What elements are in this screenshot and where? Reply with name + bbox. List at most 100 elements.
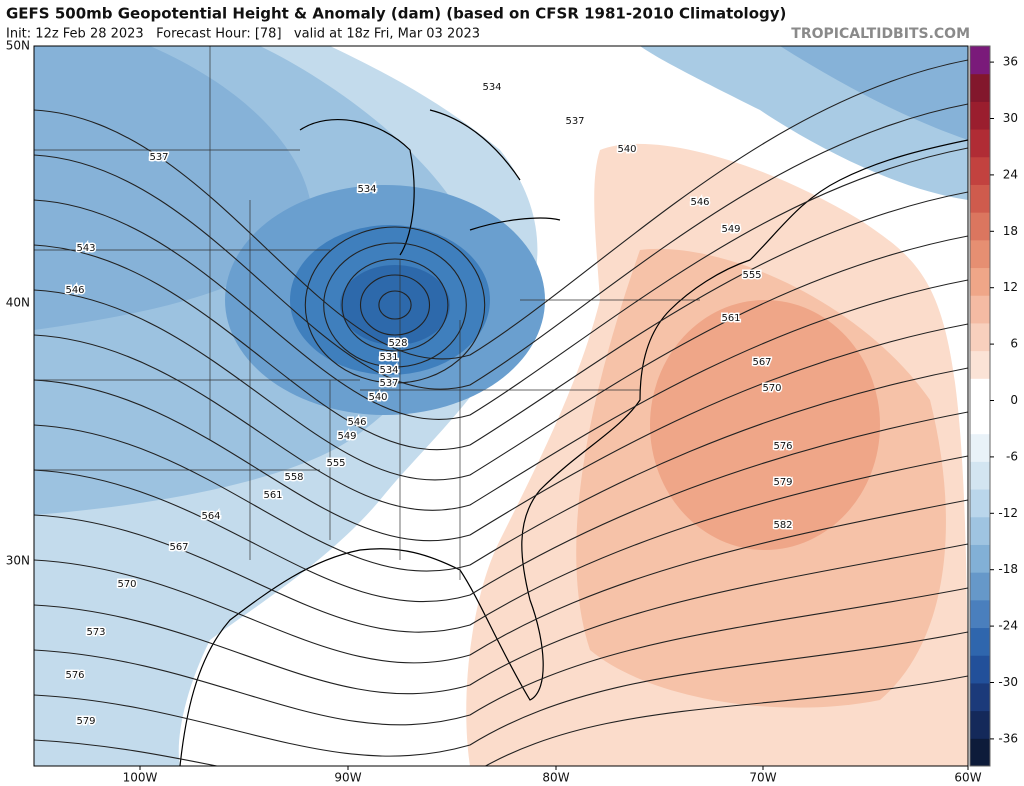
colorbar-band xyxy=(970,378,990,407)
contour-label: 573 xyxy=(86,627,105,638)
contour-label: 555 xyxy=(742,270,761,281)
map-subtitle: Init: 12z Feb 28 2023 Forecast Hour: [78… xyxy=(6,27,480,42)
contour-line xyxy=(34,323,968,542)
colorbar-band xyxy=(970,489,990,518)
colorbar-tick-label: -6 xyxy=(1006,449,1018,463)
colorbar-band xyxy=(970,46,990,75)
contour-label: 558 xyxy=(284,472,303,483)
contour-label: 549 xyxy=(721,224,740,235)
longitude-label: 90W xyxy=(334,771,361,785)
state-borders xyxy=(34,46,700,580)
height-contours xyxy=(34,59,968,766)
contour-line xyxy=(34,235,968,481)
contour-label: 534 xyxy=(482,82,501,93)
contour-line xyxy=(341,258,449,352)
latitude-label: 50N xyxy=(6,39,30,53)
contour-label: 561 xyxy=(263,490,282,501)
colorbar-band xyxy=(970,516,990,545)
contour-line xyxy=(34,455,968,633)
contour-line xyxy=(34,59,968,360)
anomaly-shade xyxy=(340,265,450,345)
contour-line xyxy=(323,242,467,368)
contour-labels: 534 537 540 537 534 546 549 543 555 546 561 528 531 5… xyxy=(64,81,794,729)
contour-label: 582 xyxy=(773,520,792,531)
colorbar-band xyxy=(970,738,990,767)
colorbar-tick-label: -12 xyxy=(998,506,1018,520)
contour-line xyxy=(34,279,968,511)
contour-line xyxy=(378,290,412,320)
longitude-label: 80W xyxy=(542,771,569,785)
colorbar-tick-label: 12 xyxy=(1003,280,1018,294)
contour-line xyxy=(34,631,968,757)
contour-label: 531 xyxy=(379,352,398,363)
colorbar-tick-label: 6 xyxy=(1010,337,1018,351)
colorbar-band xyxy=(970,322,990,352)
anomaly-shade xyxy=(650,300,880,550)
colorbar-tick-label: -24 xyxy=(998,619,1018,633)
contour-label: 546 xyxy=(65,285,84,296)
colorbar-tick-label: -18 xyxy=(998,562,1018,576)
colorbar-band xyxy=(970,572,990,601)
colorbar-band xyxy=(970,156,990,185)
contour-label: 537 xyxy=(565,116,584,127)
contour-label: 540 xyxy=(617,144,636,155)
contour-label: 537 xyxy=(149,152,168,163)
contour-label: 543 xyxy=(76,243,95,254)
longitude-label: 100W xyxy=(123,771,158,785)
contour-line xyxy=(34,191,968,451)
contour-label: 537 xyxy=(379,378,398,389)
contour-label: 567 xyxy=(752,357,771,368)
contour-label: 534 xyxy=(357,184,376,195)
colorbar-frame xyxy=(969,45,991,767)
latitude-label: 40N xyxy=(6,296,30,310)
colorbar-tick-label: 36 xyxy=(1003,55,1018,69)
colorbar-tick-label: 30 xyxy=(1003,111,1018,125)
contour-label: 534 xyxy=(379,365,398,376)
contour-line xyxy=(34,543,968,695)
great-lakes xyxy=(299,109,561,256)
colorbar-tick-label: -36 xyxy=(998,731,1018,745)
colorbar-band xyxy=(970,710,990,739)
contour-label: 564 xyxy=(201,511,220,522)
contour-label: 570 xyxy=(117,579,136,590)
latitude-label: 30N xyxy=(6,554,30,568)
contour-line xyxy=(359,274,431,336)
colorbar-tick-label: 0 xyxy=(1010,393,1018,407)
contour-line xyxy=(34,411,968,603)
contour-line xyxy=(34,147,968,420)
contour-line xyxy=(34,103,968,390)
contour-line xyxy=(34,587,968,726)
map-axes: 50N 40N 30N 100W 90W 80W 70W 60W xyxy=(6,39,982,785)
colorbar-band xyxy=(970,350,990,379)
watermark: TROPICALTIDBITS.COM xyxy=(791,26,970,42)
contour-label: 576 xyxy=(773,441,792,452)
colorbar-band xyxy=(970,212,990,241)
map-area: 534 537 540 537 534 546 549 543 555 546 561 528 531 5… xyxy=(34,46,968,766)
map-title: GEFS 500mb Geopotential Height & Anomaly… xyxy=(6,5,786,23)
contour-line xyxy=(34,675,968,766)
colorbar: 36 30 24 18 12 6 0 -6 -12 -18 -24 -30 -36 xyxy=(969,45,1018,767)
contour-label: 567 xyxy=(169,542,188,553)
contour-label: 570 xyxy=(762,383,781,394)
colorbar-band xyxy=(970,295,990,324)
colorbar-band xyxy=(970,433,990,462)
coastline xyxy=(179,139,968,766)
contour-label: 555 xyxy=(326,458,345,469)
contour-line xyxy=(304,226,486,384)
longitude-label: 60W xyxy=(954,771,981,785)
contour-label: 546 xyxy=(347,417,366,428)
contour-label: 528 xyxy=(388,338,407,349)
colorbar-band xyxy=(970,267,990,296)
colorbar-band xyxy=(970,129,990,158)
colorbar-tick-label: -30 xyxy=(998,675,1018,689)
contour-label: 579 xyxy=(76,716,95,727)
contour-label: 549 xyxy=(337,431,356,442)
contour-line xyxy=(34,367,968,572)
contour-line xyxy=(34,499,968,664)
colorbar-band xyxy=(970,682,990,712)
map-frame xyxy=(33,45,969,767)
anomaly-shade xyxy=(780,46,968,140)
contour-label: 576 xyxy=(65,670,84,681)
contour-label: 546 xyxy=(690,197,709,208)
